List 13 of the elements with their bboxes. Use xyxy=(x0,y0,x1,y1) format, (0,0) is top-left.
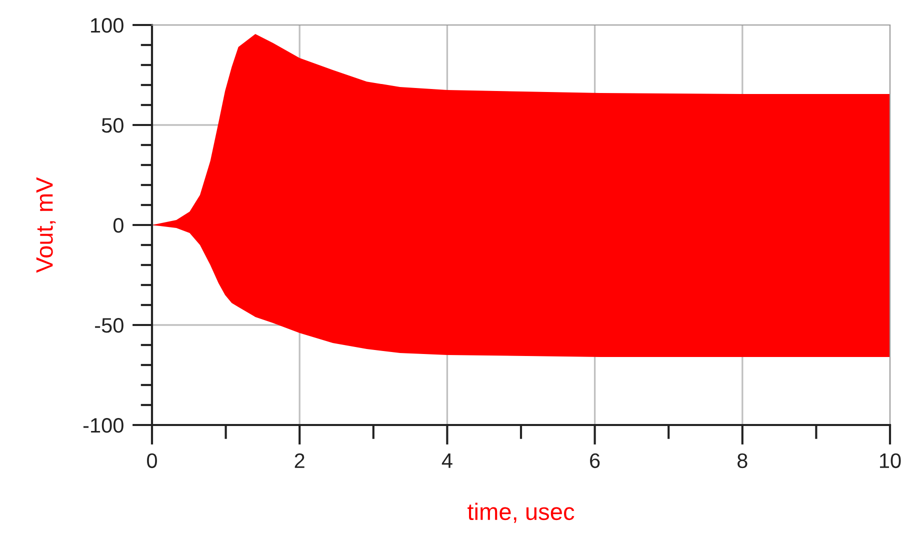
y-tick-label: 100 xyxy=(91,18,124,33)
x-tick-label: 4 xyxy=(442,454,452,468)
y-axis-title: Vout, mV xyxy=(36,177,56,273)
y-tick-label: -50 xyxy=(95,318,124,333)
x-tick-label: 2 xyxy=(294,453,304,468)
y-tick-label: 50 xyxy=(102,118,124,133)
y-tick-label: 0 xyxy=(113,218,124,233)
y-tick-label: -100 xyxy=(83,418,124,433)
x-axis-title: time, usec xyxy=(468,502,574,523)
x-tick-label: 6 xyxy=(590,453,600,468)
x-tick-label: 10 xyxy=(880,453,901,468)
x-tick-label: 8 xyxy=(738,453,748,468)
x-tick-label: 0 xyxy=(147,453,157,468)
